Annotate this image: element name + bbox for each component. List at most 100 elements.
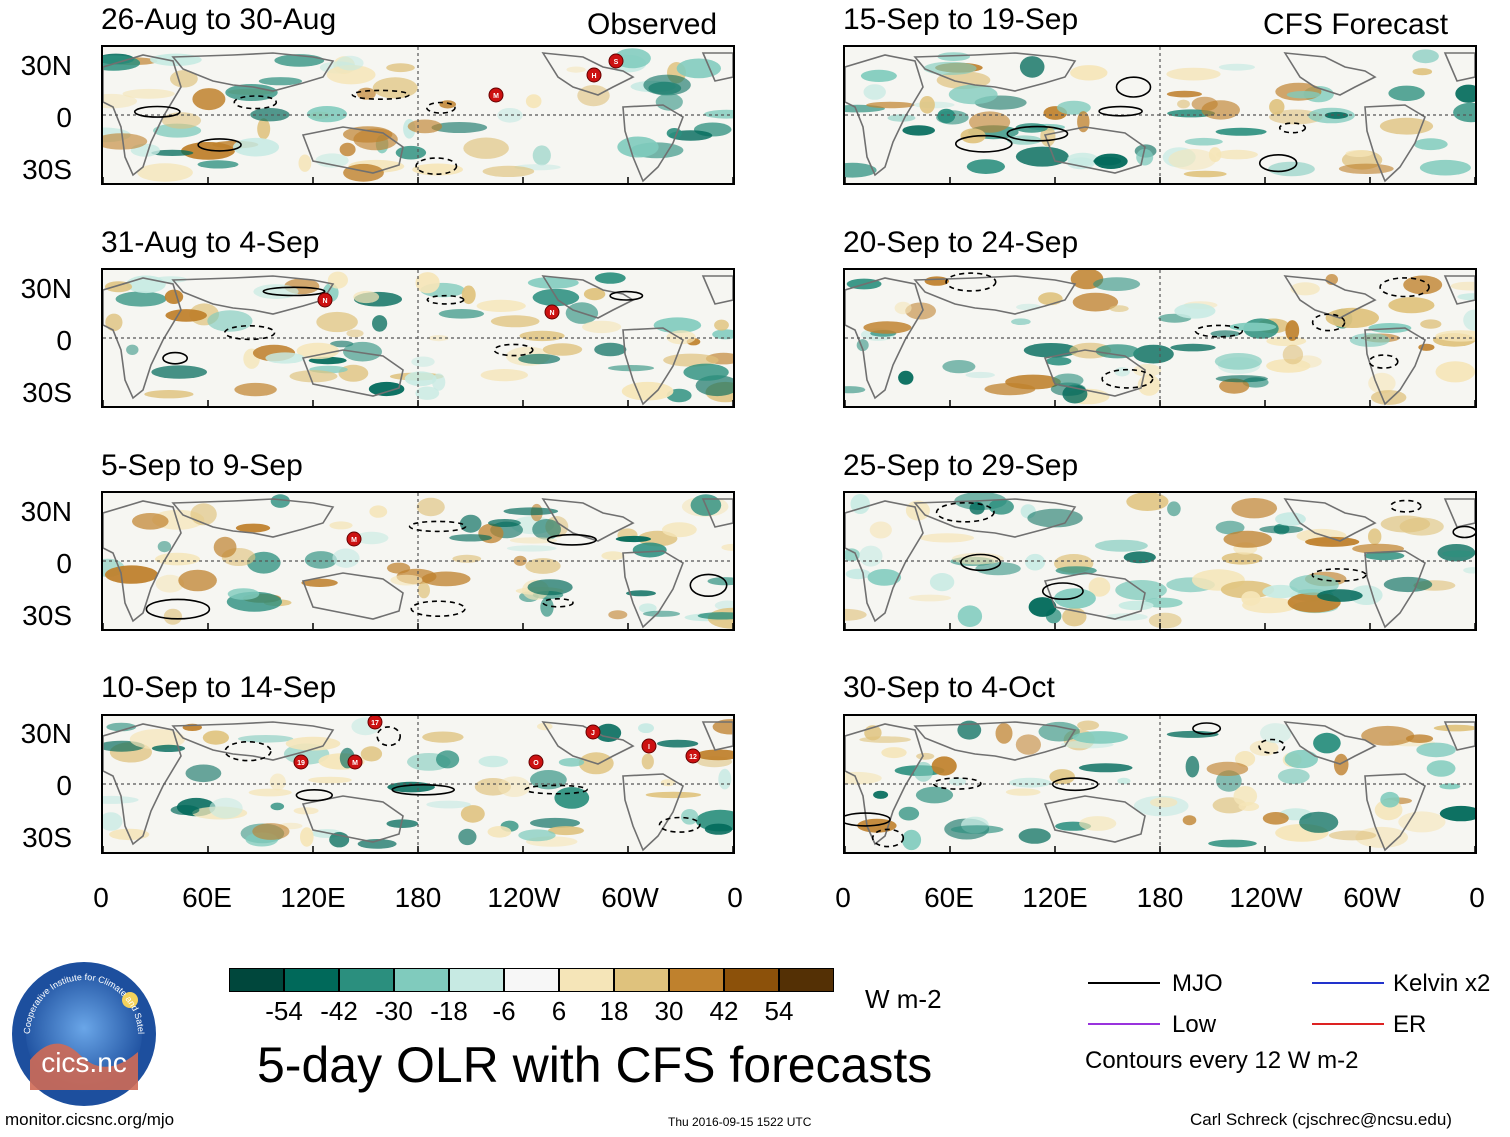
logo-text: cics.nc — [41, 1047, 127, 1078]
colorbar-label: 42 — [709, 996, 739, 1026]
storm-marker-label: I — [648, 744, 650, 751]
olr-positive-anomaly — [542, 343, 583, 356]
mjo-contour — [1379, 277, 1430, 298]
olr-positive-anomaly — [866, 101, 915, 109]
coastline — [1443, 498, 1475, 528]
olr-positive-anomaly — [969, 111, 1011, 133]
coastline — [171, 721, 335, 761]
olr-negative-anomaly — [594, 342, 627, 357]
olr-negative-anomaly — [988, 499, 1014, 515]
coastline — [171, 52, 335, 92]
olr-negative-anomaly — [1426, 760, 1456, 777]
legend-line-kelvin — [1312, 982, 1384, 984]
olr-negative-anomaly — [676, 58, 721, 79]
colorbar-swatch — [559, 968, 614, 992]
olr-negative-anomaly — [1018, 828, 1051, 844]
storm-marker: I — [641, 738, 657, 754]
olr-negative-anomaly — [1038, 721, 1080, 742]
olr-negative-anomaly — [1277, 768, 1310, 785]
olr-negative-anomaly — [415, 386, 440, 400]
colorbar-label: 30 — [654, 996, 684, 1026]
olr-negative-anomaly — [151, 365, 207, 379]
olr-positive-anomaly — [645, 791, 702, 799]
coastline — [103, 500, 182, 623]
olr-negative-anomaly — [643, 74, 691, 96]
olr-positive-anomaly — [165, 309, 207, 322]
lon-label: 60E — [924, 882, 974, 913]
olr-positive-anomaly — [386, 63, 415, 73]
olr-negative-anomaly — [595, 723, 622, 742]
olr-positive-anomaly — [1168, 148, 1217, 171]
storm-marker-label: J — [591, 730, 595, 737]
olr-negative-anomaly — [336, 55, 364, 71]
olr-positive-anomaly — [1433, 724, 1475, 732]
lat-label: 0 — [56, 102, 72, 133]
mjo-contour — [542, 598, 574, 608]
mjo-contour — [1258, 738, 1286, 754]
colorbar-label: -54 — [265, 996, 303, 1026]
coastline — [1283, 498, 1377, 542]
mjo-contour — [871, 828, 905, 848]
olr-positive-anomaly — [298, 154, 312, 172]
map-canvas: M — [103, 493, 733, 629]
storm-marker: 12 — [685, 748, 701, 764]
olr-negative-anomaly — [1442, 550, 1475, 558]
olr-positive-anomaly — [460, 805, 485, 823]
olr-positive-anomaly — [346, 329, 364, 338]
olr-positive-anomaly — [869, 521, 892, 539]
mjo-contour — [197, 138, 242, 152]
lon-label: 120E — [280, 882, 346, 913]
coastline — [913, 275, 1077, 315]
colorbar-unit: W m-2 — [865, 984, 942, 1014]
olr-negative-anomaly — [103, 812, 123, 831]
map-canvas: NN — [103, 270, 733, 406]
mjo-contour — [658, 816, 701, 833]
olr-negative-anomaly — [1412, 49, 1439, 64]
olr-negative-anomaly — [1455, 84, 1475, 103]
legend-label-kelvin: Kelvin x2 — [1393, 970, 1491, 997]
olr-positive-anomaly — [924, 276, 949, 286]
olr-negative-anomaly — [532, 145, 551, 166]
coastline — [1364, 550, 1426, 629]
olr-positive-anomaly — [372, 77, 418, 99]
olr-negative-anomaly — [1215, 520, 1245, 535]
olr-negative-anomaly — [106, 722, 137, 732]
olr-negative-anomaly — [642, 610, 681, 617]
olr-negative-anomaly — [115, 291, 167, 307]
olr-negative-anomaly — [1114, 367, 1130, 377]
olr-positive-anomaly — [995, 723, 1013, 744]
olr-positive-anomaly — [1435, 361, 1475, 383]
lat-label: 30N — [20, 718, 72, 749]
olr-negative-anomaly — [942, 360, 976, 374]
lat-label: 30N — [20, 273, 72, 304]
panel-title: 5-Sep to 9-Sep — [101, 449, 303, 482]
storm-marker-label: S — [614, 59, 619, 66]
olr-positive-anomaly — [190, 503, 217, 526]
olr-positive-anomaly — [439, 100, 457, 109]
olr-negative-anomaly — [343, 341, 382, 362]
mjo-contour — [609, 290, 644, 301]
olr-negative-anomaly — [1095, 539, 1148, 552]
olr-negative-anomaly — [1260, 723, 1292, 744]
olr-positive-anomaly — [416, 497, 445, 517]
olr-negative-anomaly — [438, 309, 485, 319]
lon-label: 0 — [93, 882, 109, 913]
mjo-contour — [945, 272, 997, 292]
olr-positive-anomaly — [487, 826, 512, 838]
mjo-contour — [408, 520, 467, 533]
olr-negative-anomaly — [1094, 153, 1128, 169]
coastline — [541, 498, 635, 542]
olr-negative-anomaly — [1057, 100, 1091, 115]
lat-label: 0 — [56, 325, 72, 356]
mjo-contour — [1041, 582, 1084, 601]
olr-negative-anomaly — [639, 603, 657, 613]
footer-url[interactable]: monitor.cicsnc.org/mjo — [5, 1110, 175, 1129]
olr-negative-anomaly — [426, 800, 471, 809]
colorbar-label: 18 — [599, 996, 629, 1026]
map-canvas: M H S — [103, 47, 733, 183]
olr-negative-anomaly — [626, 590, 656, 597]
olr-positive-anomaly — [1235, 751, 1256, 767]
olr-negative-anomaly — [449, 534, 492, 542]
olr-positive-anomaly — [881, 747, 907, 759]
storm-marker: 19 — [293, 754, 309, 770]
